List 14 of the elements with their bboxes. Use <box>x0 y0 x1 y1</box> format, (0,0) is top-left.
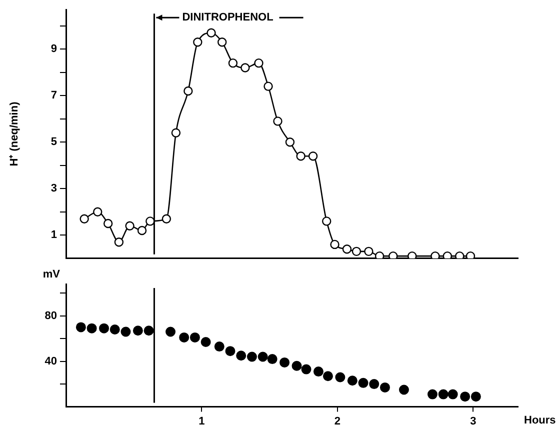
y-tick-label: 1 <box>50 229 57 242</box>
y-tick-label: 7 <box>50 90 57 102</box>
y-tick-label: 9 <box>50 43 57 56</box>
y-axis-title: H⁺ (neq/min) <box>8 101 21 166</box>
x-axis-title: Hours <box>524 414 556 426</box>
y-tick-label: 40 <box>44 355 57 368</box>
x-tick-label: 2 <box>334 415 341 428</box>
y-axis-title: mV <box>42 268 61 281</box>
x-tick-label: 3 <box>470 415 476 428</box>
x-tick-label: 1 <box>198 415 205 428</box>
ref-line-label: DINITROPHENOL <box>182 12 274 24</box>
y-tick-label: 80 <box>44 310 57 322</box>
y-tick-label: 5 <box>50 136 57 148</box>
y-tick-label: 3 <box>50 182 57 195</box>
